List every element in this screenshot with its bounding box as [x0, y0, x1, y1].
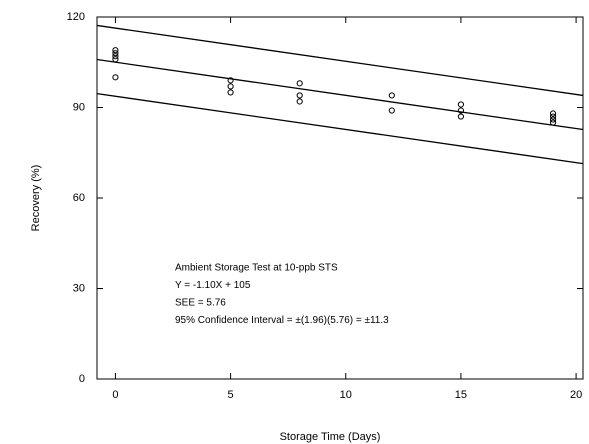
data-point	[388, 107, 395, 114]
y-axis-title: Recovery (%)	[30, 165, 42, 232]
x-tick-label: 10	[340, 389, 352, 401]
data-point	[457, 107, 465, 114]
data-point	[388, 92, 395, 99]
data-point	[296, 80, 303, 87]
data-point	[112, 47, 119, 54]
annotation: Ambient Storage Test at 10-ppb STS	[175, 263, 338, 274]
data-point	[549, 113, 557, 120]
data-point	[549, 119, 557, 126]
data-point	[227, 89, 234, 96]
data-point	[112, 50, 119, 57]
annotation: 95% Confidence Interval = ±(1.96)(5.76) …	[175, 315, 389, 326]
x-axis-title: Storage Time (Days)	[280, 431, 381, 443]
x-tick-label: 0	[112, 389, 118, 401]
y-tick-label: 30	[73, 282, 85, 294]
data-point	[549, 110, 557, 117]
y-tick-label: 90	[73, 101, 85, 113]
data-point	[457, 101, 465, 108]
x-tick-label: 20	[570, 389, 582, 401]
y-tick-label: 120	[67, 11, 85, 23]
x-tick-label: 15	[455, 389, 467, 401]
data-point	[112, 53, 119, 60]
data-point	[549, 116, 557, 123]
regression-line	[96, 24, 584, 97]
data-point	[227, 83, 234, 90]
data-point	[296, 92, 303, 99]
regression-line	[96, 92, 584, 165]
data-point	[112, 56, 119, 63]
regression-line	[96, 58, 584, 131]
data-point	[296, 98, 303, 105]
data-point	[227, 77, 234, 84]
x-tick-label: 5	[228, 389, 234, 401]
y-tick-label: 60	[73, 192, 85, 204]
y-tick-label: 0	[79, 373, 85, 385]
data-point	[112, 74, 119, 81]
annotation: SEE = 5.76	[175, 298, 226, 309]
annotation: Y = -1.10X + 105	[175, 280, 251, 291]
data-point	[457, 113, 465, 120]
